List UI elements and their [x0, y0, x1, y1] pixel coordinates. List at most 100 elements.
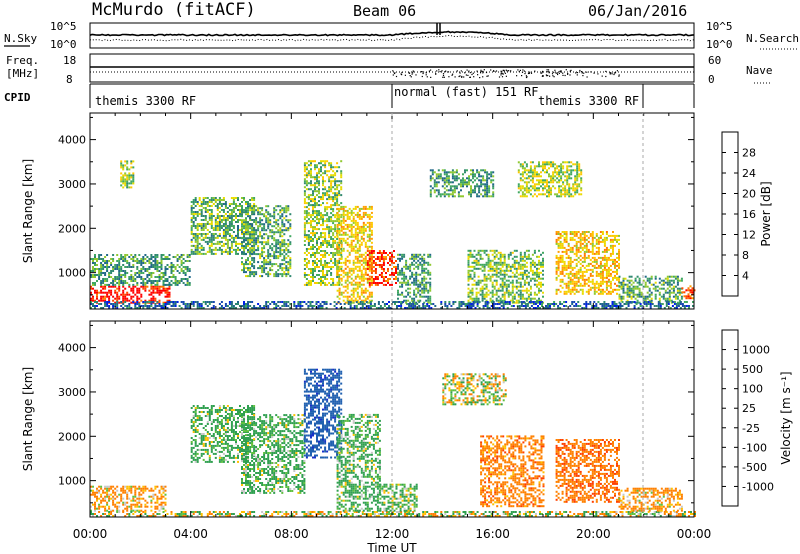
heatmap-cell — [200, 209, 203, 211]
heatmap-cell — [255, 223, 258, 226]
heatmap-cell — [324, 228, 327, 231]
heatmap-cell — [130, 266, 133, 268]
heatmap-cell — [563, 268, 566, 271]
heatmap-cell — [370, 259, 373, 262]
heatmap-cell — [338, 229, 341, 232]
heatmap-cell — [208, 246, 211, 249]
heatmap-cell — [517, 263, 520, 266]
heatmap-cell — [501, 273, 504, 276]
heatmap-cell — [320, 162, 322, 165]
heatmap-cell — [370, 253, 373, 256]
heatmap-cell — [218, 234, 221, 237]
heatmap-cell — [218, 207, 221, 209]
heatmap-cell — [310, 180, 312, 183]
heatmap-cell — [263, 225, 266, 228]
heatmap-cell — [364, 273, 367, 276]
heatmap-cell — [220, 209, 223, 211]
heatmap-cell — [104, 280, 107, 282]
heatmap-cell — [370, 215, 373, 218]
heatmap-cell — [449, 189, 452, 192]
heatmap-cell — [467, 253, 470, 256]
heatmap-cell — [224, 234, 227, 237]
heatmap-cell — [285, 253, 288, 256]
heatmap-cell — [132, 276, 135, 278]
heatmap-cell — [505, 279, 508, 282]
heatmap-cell — [589, 274, 592, 277]
heatmap-cell — [283, 239, 286, 242]
heatmap-cell — [423, 285, 426, 288]
heatmap-cell — [413, 263, 416, 266]
heatmap-cell — [307, 212, 310, 215]
heatmap-cell — [599, 236, 602, 239]
heatmap-cell — [492, 191, 495, 194]
heatmap-cell — [228, 223, 231, 225]
heatmap-cell — [362, 213, 365, 216]
heatmap-cell — [533, 273, 536, 276]
heatmap-cell — [519, 271, 522, 274]
heatmap-cell — [597, 250, 600, 253]
heatmap-cell — [164, 280, 167, 282]
heatmap-cell — [348, 235, 351, 238]
heatmap-cell — [380, 254, 383, 256]
heatmap-cell — [340, 222, 343, 225]
heatmap-cell — [316, 252, 318, 254]
heatmap-cell — [261, 241, 264, 244]
heatmap-cell — [108, 285, 111, 288]
heatmap-cell — [245, 231, 247, 234]
heatmap-cell — [350, 233, 353, 236]
heatmap-cell — [517, 191, 520, 194]
heatmap-cell — [222, 229, 225, 231]
heatmap-region — [90, 254, 191, 286]
heatmap-cell — [328, 164, 331, 167]
heatmap-cell — [346, 233, 349, 236]
heatmap-cell — [358, 269, 361, 272]
heatmap-cell — [322, 194, 324, 197]
heatmap-cell — [503, 255, 506, 258]
heatmap-cell — [391, 260, 393, 262]
heatmap-cell — [346, 285, 349, 288]
heatmap-cell — [338, 204, 341, 207]
heatmap-cell — [477, 299, 480, 302]
heatmap-cell — [275, 231, 278, 234]
heatmap-cell — [239, 229, 241, 231]
heatmap-cell — [200, 225, 203, 227]
heatmap-cell — [326, 264, 329, 266]
heatmap-cell — [324, 214, 327, 217]
heatmap-cell — [527, 255, 530, 258]
heatmap-cell — [305, 262, 308, 264]
heatmap-cell — [243, 225, 245, 228]
heatmap-cell — [366, 221, 369, 224]
heatmap-cell — [232, 238, 235, 241]
heatmap-cell — [122, 186, 125, 189]
nave-dot — [392, 70, 394, 72]
heatmap-cell — [328, 226, 331, 229]
heatmap-cell — [206, 236, 209, 239]
heatmap-cell — [577, 290, 580, 293]
heatmap-cell — [318, 228, 320, 231]
heatmap-cell — [150, 283, 153, 286]
heatmap-cell — [332, 238, 335, 240]
heatmap-cell — [267, 273, 270, 276]
heatmap-cell — [324, 274, 327, 276]
heatmap-cell — [267, 251, 270, 254]
heatmap-cell — [186, 260, 189, 262]
heatmap-cell — [263, 261, 266, 264]
heatmap-cell — [253, 247, 256, 250]
heatmap-cell — [245, 243, 247, 246]
heatmap-cell — [305, 180, 308, 183]
heatmap-cell — [583, 238, 586, 241]
heatmap-cell — [218, 197, 221, 199]
heatmap-cell — [312, 234, 314, 237]
heatmap-cell — [513, 273, 516, 276]
heatmap-cell — [228, 213, 231, 215]
heatmap-cell — [332, 256, 335, 258]
heatmap-cell — [330, 274, 333, 276]
nave-dot — [459, 72, 461, 74]
heatmap-cell — [356, 291, 359, 294]
heatmap-cell — [579, 270, 582, 273]
heatmap-cell — [328, 170, 331, 173]
heatmap-cell — [322, 196, 324, 199]
heatmap-cell — [230, 211, 233, 213]
heatmap-cell — [507, 255, 510, 258]
heatmap-cell — [120, 276, 123, 278]
